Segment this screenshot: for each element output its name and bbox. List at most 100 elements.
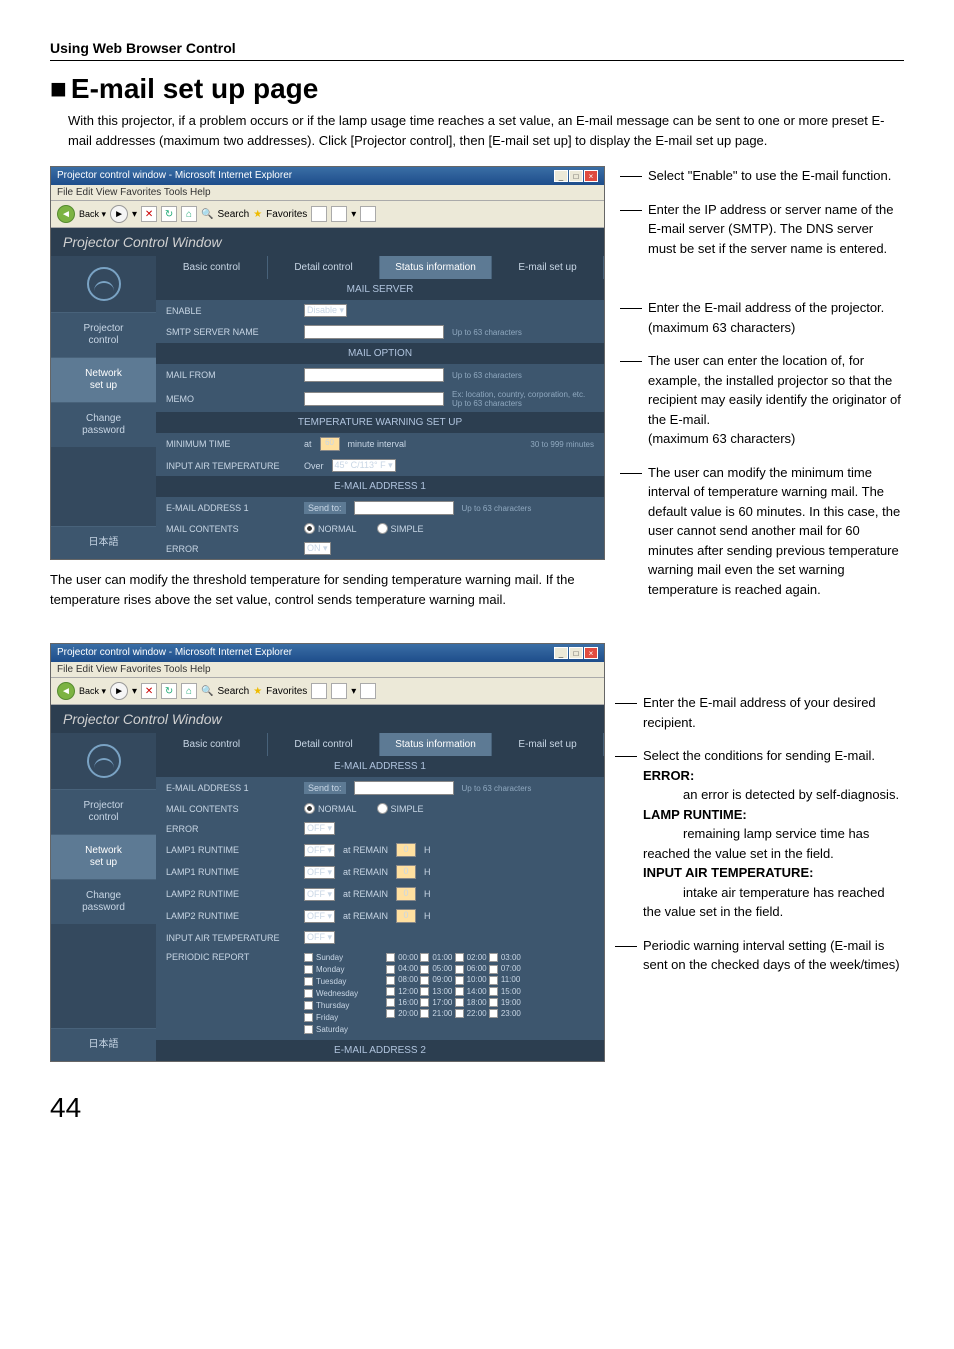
sidebar-item-jp-2[interactable]: 日本語 — [51, 1028, 156, 1061]
lamp2-select[interactable]: OFF ▾ — [304, 888, 335, 901]
mailfrom-input[interactable] — [304, 368, 444, 382]
print-icon-2[interactable] — [360, 683, 376, 699]
window-controls-2[interactable]: _□× — [554, 647, 598, 659]
threshold-text: The user can modify the threshold temper… — [50, 570, 610, 609]
anno-location: The user can enter the location of, for … — [648, 351, 904, 449]
lamp1-label-b: LAMP1 RUNTIME — [166, 867, 296, 877]
remain-label-2: at REMAIN — [343, 867, 388, 877]
forward-icon-2[interactable]: ► — [110, 682, 128, 700]
sidebar-item-change[interactable]: Change password — [51, 402, 156, 447]
tab-basic-2[interactable]: Basic control — [156, 733, 268, 756]
lamp1-select-b[interactable]: OFF ▾ — [304, 866, 335, 879]
enable-select[interactable]: Disable ▾ — [304, 304, 347, 317]
mailcontents-label: MAIL CONTENTS — [166, 524, 296, 534]
addr1-note-2: Up to 63 characters — [462, 784, 594, 793]
day-checkboxes[interactable]: Sunday Monday Tuesday Wednesday Thursday… — [304, 952, 358, 1036]
lamp2-input[interactable]: 0 — [396, 887, 416, 901]
min-time-note: 30 to 999 minutes — [414, 440, 594, 449]
toolbar-2[interactable]: ◄Back ▾ ► ▾ ✕ ↻ ⌂ 🔍Search ★Favorites ▾ — [51, 678, 604, 705]
fav-label[interactable]: Favorites — [266, 209, 307, 220]
search-label[interactable]: Search — [218, 209, 250, 220]
lamp2-input-b[interactable]: 0 — [396, 909, 416, 923]
sidebar-item-jp[interactable]: 日本語 — [51, 526, 156, 559]
anno-enable: Select "Enable" to use the E-mail functi… — [648, 166, 904, 186]
simple-radio[interactable]: SIMPLE — [377, 523, 424, 534]
inputair-label-2: INPUT AIR TEMPERATURE — [166, 933, 296, 943]
lamp1-label: LAMP1 RUNTIME — [166, 845, 296, 855]
minute-label: minute interval — [348, 439, 407, 449]
tab-email[interactable]: E-mail set up — [492, 256, 604, 279]
memo-input[interactable] — [304, 392, 444, 406]
sendto-label-2: Send to: — [304, 782, 346, 794]
lamp2-select-b[interactable]: OFF ▾ — [304, 910, 335, 923]
addr1-hdr-2: E-MAIL ADDRESS 1 — [156, 756, 604, 777]
inputair-select-2[interactable]: OFF ▾ — [304, 931, 335, 944]
smtp-note: Up to 63 characters — [452, 328, 594, 337]
stop-icon[interactable]: ✕ — [141, 206, 157, 222]
remain-label-1: at REMAIN — [343, 845, 388, 855]
inputair-select[interactable]: 45° C/113° F ▾ — [332, 459, 396, 472]
print-icon[interactable] — [360, 206, 376, 222]
time-checkboxes[interactable]: 00:00 01:00 02:00 03:00 04:00 05:00 06:0… — [386, 952, 521, 1019]
back-icon-2[interactable]: ◄ — [57, 682, 75, 700]
tab-detail[interactable]: Detail control — [268, 256, 380, 279]
lamp2-label-b: LAMP2 RUNTIME — [166, 911, 296, 921]
menubar[interactable]: File Edit View Favorites Tools Help — [51, 185, 604, 201]
tab-status-2[interactable]: Status information — [380, 733, 492, 756]
content-2: Basic control Detail control Status info… — [156, 733, 604, 1061]
tab-email-2[interactable]: E-mail set up — [492, 733, 604, 756]
enable-label: ENABLE — [166, 306, 296, 316]
logo-2 — [51, 733, 156, 789]
window-controls[interactable]: _□× — [554, 170, 598, 182]
stop-icon-2[interactable]: ✕ — [141, 683, 157, 699]
sidebar-item-network-2[interactable]: Network set up — [51, 834, 156, 879]
pcw-header: Projector Control Window — [51, 228, 604, 256]
mail-icon[interactable] — [331, 206, 347, 222]
refresh-icon-2[interactable]: ↻ — [161, 683, 177, 699]
lamp1-select[interactable]: OFF ▾ — [304, 844, 335, 857]
lamp1-input[interactable]: 0 — [396, 843, 416, 857]
sendto-label: Send to: — [304, 502, 346, 514]
anno-mintime: The user can modify the minimum time int… — [648, 463, 904, 600]
sidebar-item-projector[interactable]: Projector control — [51, 312, 156, 357]
lamp1-input-b[interactable]: 0 — [396, 865, 416, 879]
sidebar-item-network[interactable]: Network set up — [51, 357, 156, 402]
tab-status[interactable]: Status information — [380, 256, 492, 279]
mailcontents-label-2: MAIL CONTENTS — [166, 804, 296, 814]
min-time-label: MINIMUM TIME — [166, 439, 296, 449]
search-label-2[interactable]: Search — [218, 686, 250, 697]
pcw-header-2: Projector Control Window — [51, 705, 604, 733]
menubar-2[interactable]: File Edit View Favorites Tools Help — [51, 662, 604, 678]
remain-label-3: at REMAIN — [343, 889, 388, 899]
home-icon-2[interactable]: ⌂ — [181, 683, 197, 699]
error-select[interactable]: ON ▾ — [304, 542, 331, 555]
history-icon[interactable] — [311, 206, 327, 222]
sidebar-item-projector-2[interactable]: Projector control — [51, 789, 156, 834]
mail-server-hdr: MAIL SERVER — [156, 279, 604, 300]
toolbar[interactable]: ◄Back ▾ ► ▾ ✕ ↻ ⌂ 🔍Search ★Favorites ▾ — [51, 201, 604, 228]
simple-radio-2[interactable]: SIMPLE — [377, 803, 424, 814]
addr1-label: E-MAIL ADDRESS 1 — [166, 503, 296, 513]
home-icon[interactable]: ⌂ — [181, 206, 197, 222]
remain-label-4: at REMAIN — [343, 911, 388, 921]
sidebar: Projector control Network set up Change … — [51, 256, 156, 559]
normal-radio[interactable]: NORMAL — [304, 523, 357, 534]
smtp-input[interactable] — [304, 325, 444, 339]
addr1-input-2[interactable] — [354, 781, 454, 795]
history-icon-2[interactable] — [311, 683, 327, 699]
min-time-input[interactable]: 60 — [320, 437, 340, 451]
tab-detail-2[interactable]: Detail control — [268, 733, 380, 756]
addr1-input[interactable] — [354, 501, 454, 515]
refresh-icon[interactable]: ↻ — [161, 206, 177, 222]
fav-label-2[interactable]: Favorites — [266, 686, 307, 697]
tab-basic[interactable]: Basic control — [156, 256, 268, 279]
error-select-2[interactable]: OFF ▾ — [304, 822, 335, 835]
normal-radio-2[interactable]: NORMAL — [304, 803, 357, 814]
sidebar-item-change-2[interactable]: Change password — [51, 879, 156, 924]
forward-icon[interactable]: ► — [110, 205, 128, 223]
mail-icon-2[interactable] — [331, 683, 347, 699]
titlebar-2: Projector control window - Microsoft Int… — [51, 644, 604, 662]
error-label-2: ERROR — [166, 824, 296, 834]
at-label: at — [304, 439, 312, 449]
back-icon[interactable]: ◄ — [57, 205, 75, 223]
